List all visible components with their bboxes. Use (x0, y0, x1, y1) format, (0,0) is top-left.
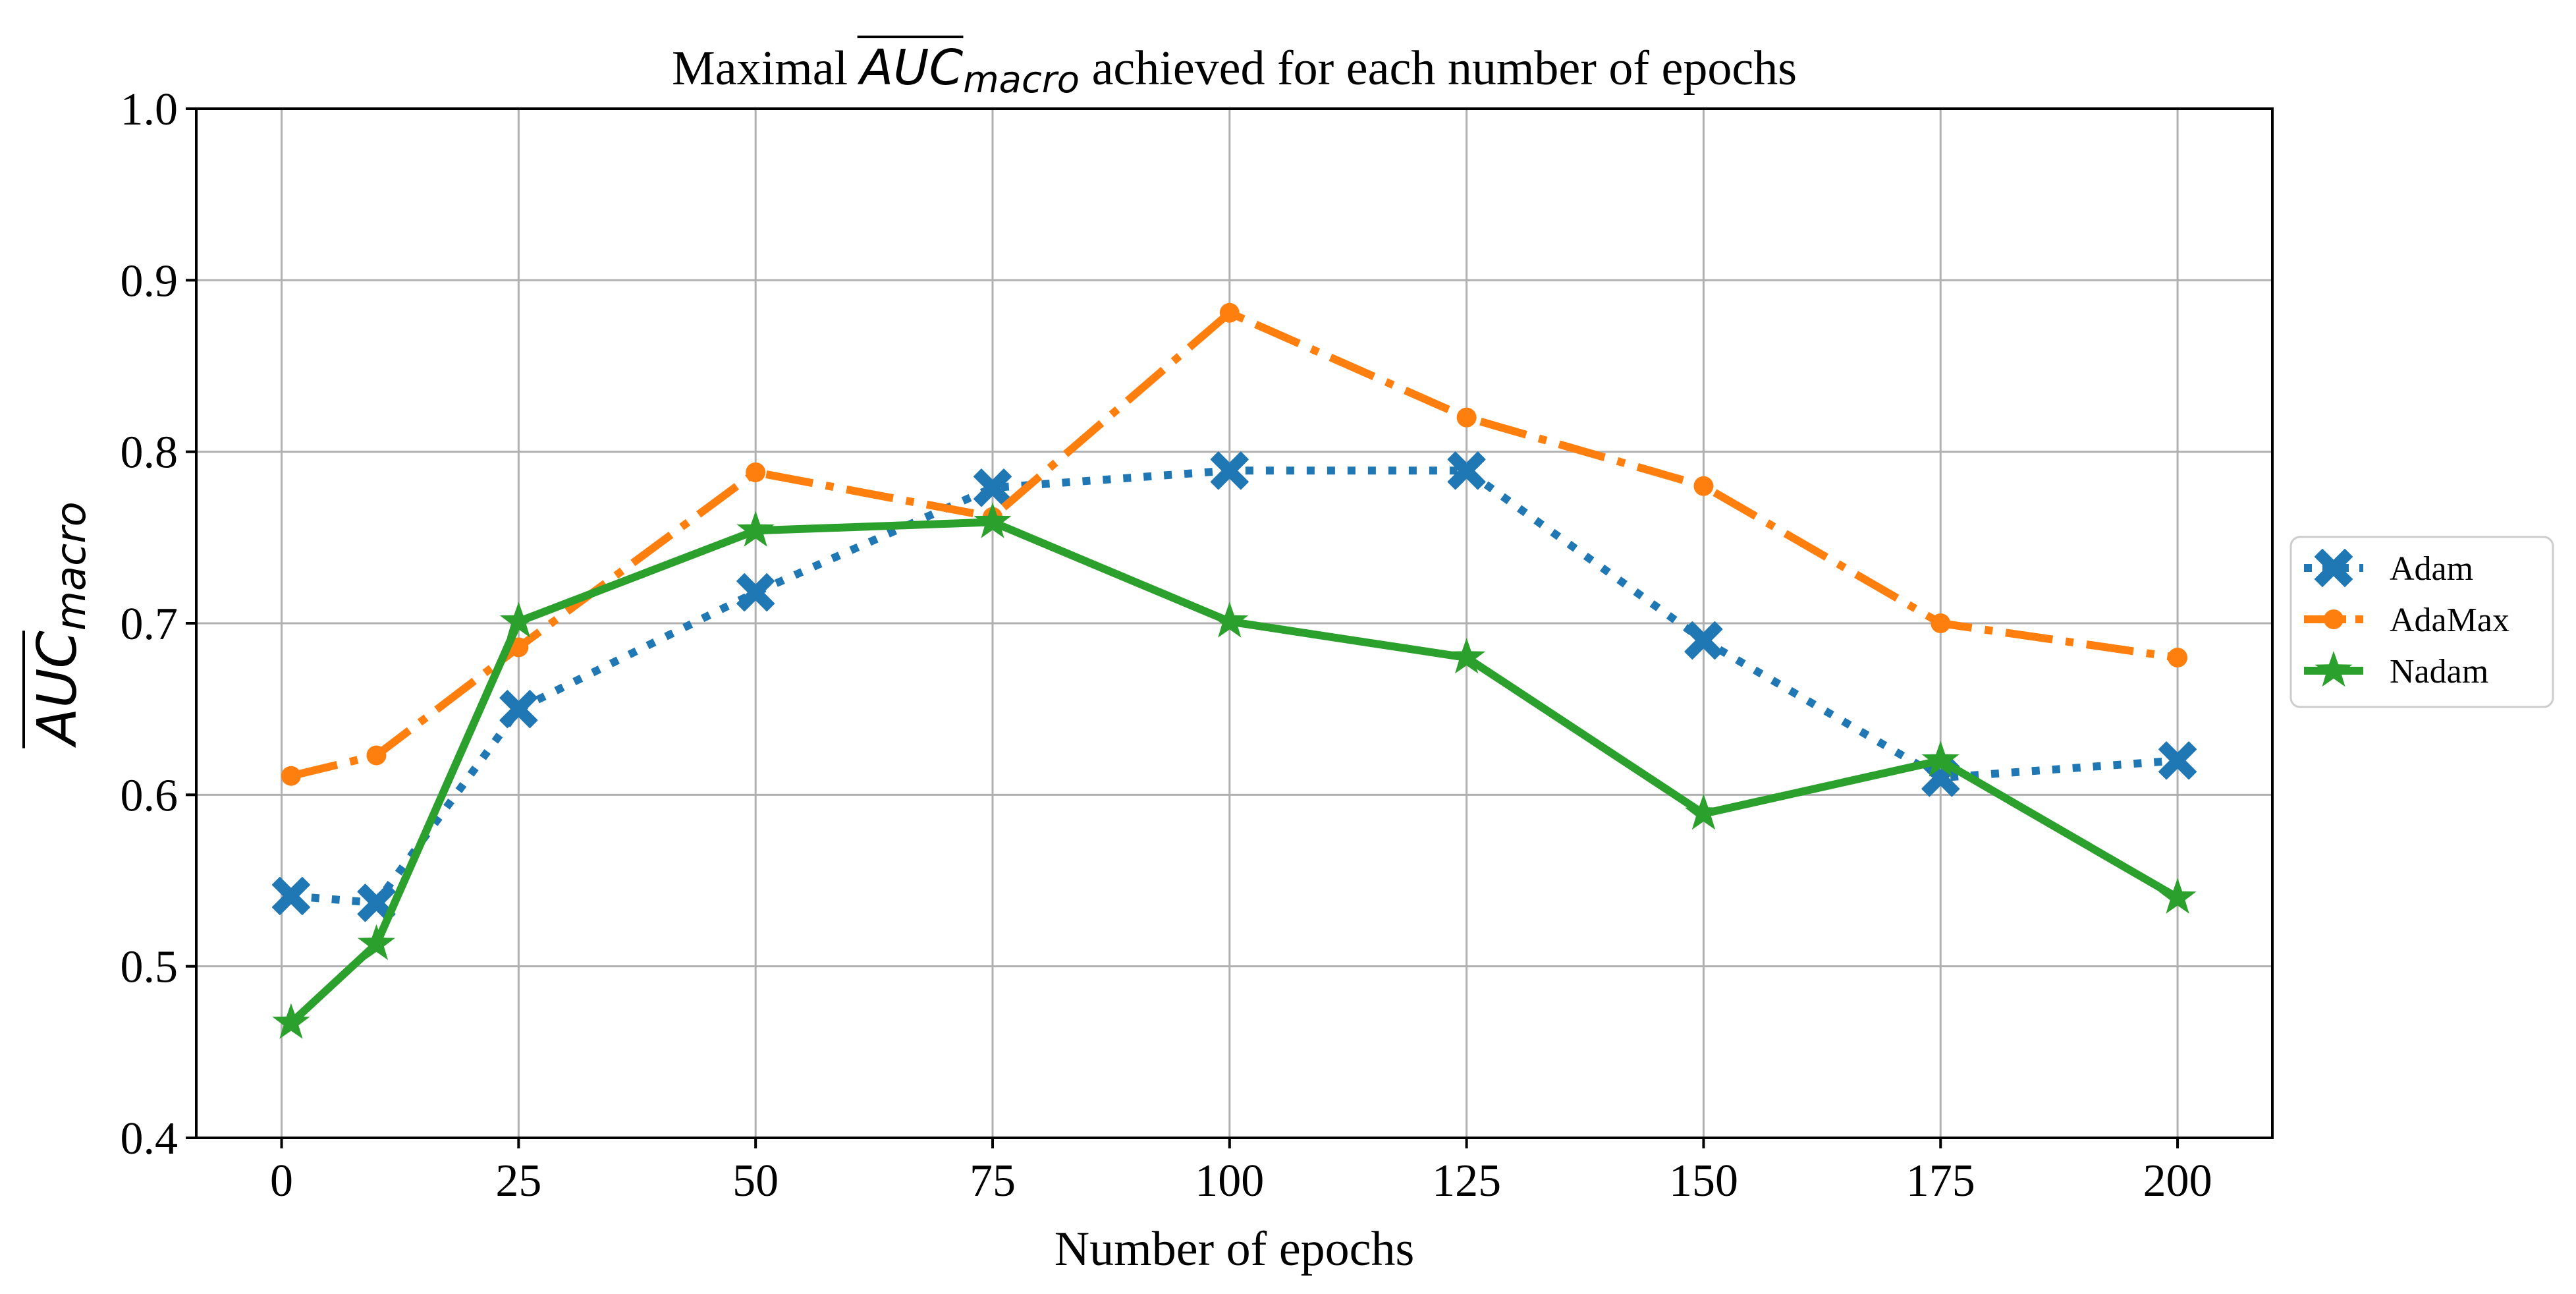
data-point-adam (1447, 451, 1486, 490)
data-point-adamax (281, 766, 301, 786)
legend-box (2289, 536, 2554, 708)
y-tick-label: 0.9 (121, 256, 178, 306)
series-line-adamax (290, 308, 2178, 780)
data-point-adamax (746, 462, 766, 482)
data-point-adamax (1931, 613, 1951, 633)
data-point-adam (736, 573, 775, 612)
legend-marker-nadam (2315, 651, 2353, 687)
x-tick-label: 0 (270, 1156, 293, 1206)
y-tick-label: 0.4 (121, 1113, 178, 1164)
x-tick-label: 175 (1906, 1156, 1975, 1206)
data-point-nadam (973, 502, 1012, 538)
y-tick-label: 0.7 (121, 599, 178, 650)
y-tick-label: 0.6 (121, 770, 178, 821)
x-tick-label: 100 (1195, 1156, 1264, 1206)
data-point-adam (2158, 741, 2197, 780)
y-tick-label: 0.5 (121, 942, 178, 993)
data-point-adam (499, 690, 538, 729)
data-point-nadam (272, 1003, 310, 1039)
y-tick-label: 0.8 (121, 428, 178, 478)
title-math: AUC (858, 40, 964, 96)
title-suffix: achieved for each number of epochs (1080, 42, 1797, 96)
title-math-sub: macro (963, 59, 1080, 101)
data-point-adamax (1219, 302, 1240, 323)
data-point-nadam (1684, 794, 1722, 830)
data-point-nadam (736, 511, 775, 547)
data-point-nadam (357, 924, 395, 961)
data-point-adam (271, 876, 310, 915)
x-tick-label: 75 (970, 1156, 1016, 1206)
data-point-nadam (2158, 878, 2197, 914)
series-adam (271, 451, 2197, 922)
data-point-nadam (1921, 741, 1959, 777)
y-axis-label: AUCmacro (26, 501, 95, 748)
data-point-adamax (366, 745, 387, 766)
axis-ticks: 0 25 50 75 100 125 150 175 200 0.4 0.5 0.6 0.7 0.8 0.9… (121, 84, 2212, 1206)
title-prefix: Maximal (672, 42, 860, 96)
data-point-adamax (1693, 476, 1714, 496)
legend-label-adamax: AdaMax (2390, 602, 2509, 639)
y-label-math-sub: macro (47, 501, 95, 631)
y-tick-label: 1.0 (121, 84, 178, 135)
data-point-adamax (2168, 648, 2188, 668)
series-line-nadam (288, 518, 2180, 1027)
series-line-adam (290, 466, 2178, 907)
data-point-adam (1210, 451, 1249, 490)
data-point-nadam (1448, 638, 1486, 674)
x-tick-label: 125 (1432, 1156, 1501, 1206)
legend: Adam AdaMax Nadam (2289, 536, 2554, 708)
chart-title: Maximal AUCmacro achieved for each numbe… (672, 40, 1797, 101)
data-point-nadam (1211, 602, 1249, 638)
series-adamax (281, 302, 2188, 786)
legend-label-adam: Adam (2390, 550, 2473, 588)
series-nadam (272, 502, 2197, 1039)
data-point-nadam (499, 602, 537, 638)
data-point-adam (1684, 621, 1723, 660)
legend-marker-adamax (2324, 609, 2343, 629)
x-tick-label: 25 (495, 1156, 541, 1206)
legend-marker-adam (2315, 549, 2353, 587)
x-tick-label: 200 (2143, 1156, 2212, 1206)
series-layer (271, 302, 2197, 1039)
x-axis-label: Number of epochs (1055, 1222, 1415, 1276)
y-axis-label-group: AUCmacro (22, 501, 95, 748)
x-tick-label: 50 (732, 1156, 779, 1206)
y-label-math: AUC (26, 631, 89, 748)
x-tick-label: 150 (1669, 1156, 1738, 1206)
data-point-adamax (1456, 407, 1477, 428)
legend-label-nadam: Nadam (2390, 653, 2488, 690)
